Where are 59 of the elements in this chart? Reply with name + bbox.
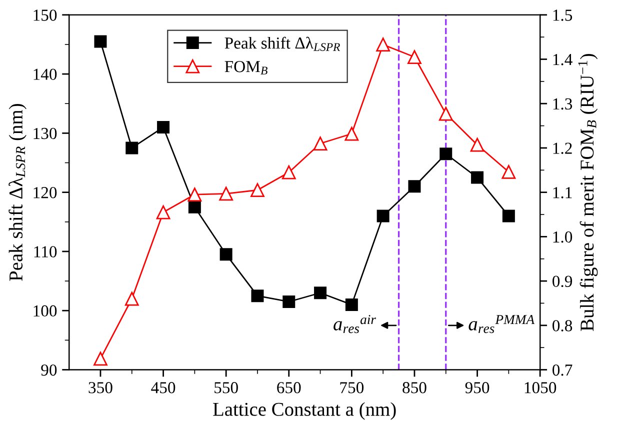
point [219, 186, 234, 201]
point [94, 352, 108, 366]
point [282, 295, 296, 308]
x-tick-label: 650 [277, 382, 301, 394]
y-axis-title: Peak shift Δλ$_{LSPR}$ (nm) [8, 104, 26, 281]
y-tick-label: 100 [34, 305, 57, 317]
point [376, 38, 390, 52]
y-tick-label: 140 [34, 68, 57, 80]
point [251, 290, 264, 302]
point [250, 183, 264, 198]
y2-tick-label: 1.2 [553, 142, 572, 154]
x-tick-label: 850 [402, 382, 426, 394]
point [376, 210, 390, 222]
point [94, 35, 107, 48]
point [438, 106, 453, 121]
y2-axis-title: Bulk figure of merit FOM$_{B}$ (RIU$^{−1}$) [578, 54, 598, 331]
legend-label: Peak shift Δλ$_{LSPR}$ [224, 36, 340, 51]
y2-tick-label: 0.9 [552, 276, 572, 288]
point [344, 126, 359, 141]
y2-tick-label: 1.0 [553, 231, 572, 243]
point [345, 298, 358, 311]
point [408, 50, 422, 64]
y-tick-label: 90 [41, 364, 57, 376]
point [188, 200, 201, 214]
y2-tick-label: 1.3 [553, 98, 572, 110]
point [220, 248, 232, 261]
y-tick-label: 150 [34, 10, 57, 21]
point [314, 286, 327, 300]
x-axis-title: Lattice Constant a (nm) [213, 402, 396, 420]
x-tick-label: 750 [340, 382, 364, 394]
y2-tick-label: 1.1 [553, 187, 572, 198]
y-tick-label: 120 [34, 187, 57, 198]
x-tick-label: 350 [88, 382, 112, 394]
y2-tick-label: 1.5 [553, 10, 572, 21]
y-tick-label: 110 [34, 246, 57, 258]
legend-label: FOM$_{B}$ [224, 61, 268, 74]
point [282, 165, 296, 180]
y2-tick-label: 0.8 [552, 320, 572, 332]
point [440, 148, 452, 160]
y2-tick-label: 0.7 [552, 364, 572, 376]
point [124, 292, 139, 306]
point [313, 136, 328, 150]
point [188, 188, 202, 202]
annotation: a$_{res}$$^{PMMA}$ [468, 315, 535, 334]
point [470, 138, 484, 152]
x-tick-label: 550 [214, 382, 238, 394]
point [502, 210, 515, 222]
point [408, 180, 421, 193]
point [157, 121, 170, 134]
x-tick-label: 950 [465, 382, 490, 394]
point [156, 205, 170, 220]
point [502, 164, 516, 179]
x-tick-label: 1050 [524, 382, 556, 394]
point [126, 142, 138, 154]
x-tick-label: 450 [151, 382, 176, 394]
y-tick-label: 130 [34, 128, 57, 140]
point [471, 171, 484, 184]
annotation: a$_{res}$$^{air}$ [334, 315, 376, 334]
y2-tick-label: 1.4 [553, 54, 572, 66]
